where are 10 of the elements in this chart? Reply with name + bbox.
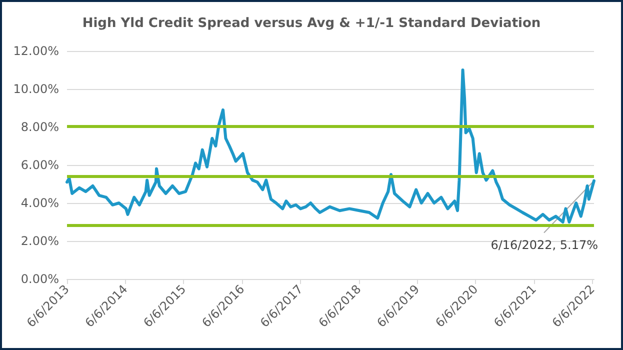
line-series xyxy=(66,68,596,224)
y-tick-label: 2.00% xyxy=(20,234,59,248)
annotation: 6/16/2022, 5.17% xyxy=(490,238,598,252)
y-tick-label: 8.00% xyxy=(20,120,59,134)
y-tick-label: 4.00% xyxy=(20,196,59,210)
y-tick-label: 10.00% xyxy=(13,82,59,96)
y-tick-label: 12.00% xyxy=(13,44,59,58)
y-tick-label: 0.00% xyxy=(20,272,59,286)
chart-title: High Yld Credit Spread versus Avg & +1/-1 Standard Deviation xyxy=(82,16,541,31)
y-tick-label: 6.00% xyxy=(20,158,59,172)
